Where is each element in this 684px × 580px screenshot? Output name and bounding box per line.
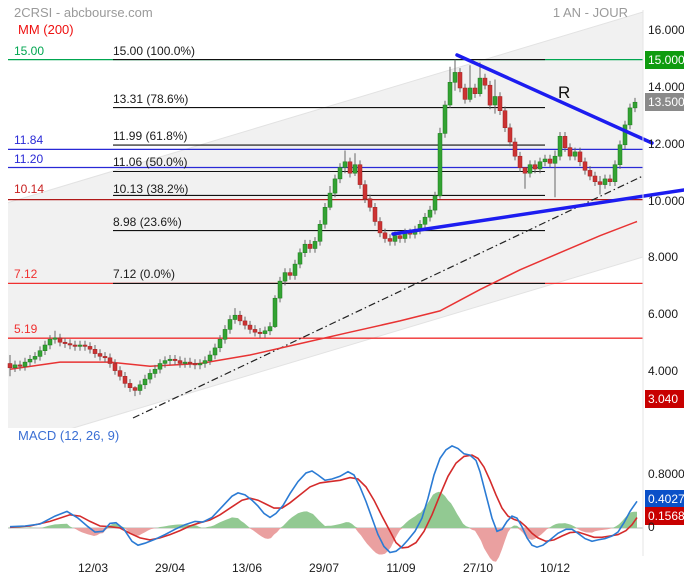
- price-axis-badge-15.000: 15.000: [645, 50, 684, 69]
- level-label-10.14: 10.14: [14, 181, 45, 196]
- level-label-7.12: 7.12: [14, 267, 38, 282]
- macd-line: [9, 444, 638, 554]
- macd-axis-label-0.8000: 0.8000: [648, 467, 684, 481]
- fib-label-11.06: 11.06 (50.0%): [113, 155, 188, 170]
- date-label-10-12: 10/12: [539, 561, 571, 575]
- fib-label-11.99: 11.99 (61.8%): [113, 129, 188, 144]
- macd-axis-badge-0.1568: 0.1568: [645, 506, 684, 525]
- instrument-title: 2CRSI - abcbourse.com: [14, 5, 153, 20]
- macd-signal-line: [9, 454, 638, 549]
- timeframe-label: 1 AN - JOUR: [552, 5, 628, 20]
- price-axis-label-12.000: 12.000: [648, 136, 684, 151]
- level-label-11.20: 11.20: [14, 151, 44, 166]
- level-label-5.19: 5.19: [14, 322, 38, 337]
- price-axis-label-4.000: 4.000: [648, 364, 679, 378]
- fib-label-7.12: 7.12 (0.0%): [113, 267, 176, 282]
- date-label-11-09: 11/09: [386, 561, 416, 575]
- level-label-15.00: 15.00: [14, 43, 45, 58]
- fib-label-8.98: 8.98 (23.6%): [113, 214, 182, 229]
- candles: [7, 59, 638, 397]
- ascending-support-line: [391, 188, 684, 236]
- date-label-27-10: 27/10: [462, 561, 494, 575]
- price-axis-label-14.000: 14.000: [648, 80, 684, 94]
- date-label-29-07: 29/07: [308, 561, 340, 575]
- date-label-12-03: 12/03: [77, 561, 109, 575]
- macd-axis-label-0: 0: [648, 520, 655, 534]
- date-label-13-06: 13/06: [231, 561, 263, 575]
- resistance-r-label: R: [558, 83, 571, 102]
- macd-indicator-label: MACD (12, 26, 9): [18, 428, 120, 443]
- date-label-29-04: 29/04: [154, 561, 186, 575]
- macd-histogram-negative: [8, 528, 637, 562]
- price-axis-badge-3.040: 3.040: [645, 390, 684, 409]
- macd-histogram-positive: [8, 491, 637, 528]
- price-axis-label-10.000: 10.000: [648, 193, 684, 208]
- fib-label-13.31: 13.31 (78.6%): [113, 91, 189, 106]
- fib-label-15: 15.00 (100.0%): [113, 43, 196, 58]
- macd-axis-badge-0.4027: 0.4027: [645, 490, 684, 509]
- price-axis-label-16.000: 16.000: [648, 23, 684, 38]
- price-axis-badge-13.500: 13.500: [645, 93, 684, 112]
- descending-resistance-line: [455, 53, 654, 145]
- price-axis-label-6.000: 6.000: [648, 307, 679, 322]
- mm200-line: [9, 220, 638, 370]
- price-axis-label-8.000: 8.000: [648, 250, 679, 265]
- ma-200-label: MM (200): [18, 22, 74, 37]
- level-label-11.84: 11.84: [14, 133, 44, 148]
- fib-label-10.13: 10.13 (38.2%): [113, 181, 189, 196]
